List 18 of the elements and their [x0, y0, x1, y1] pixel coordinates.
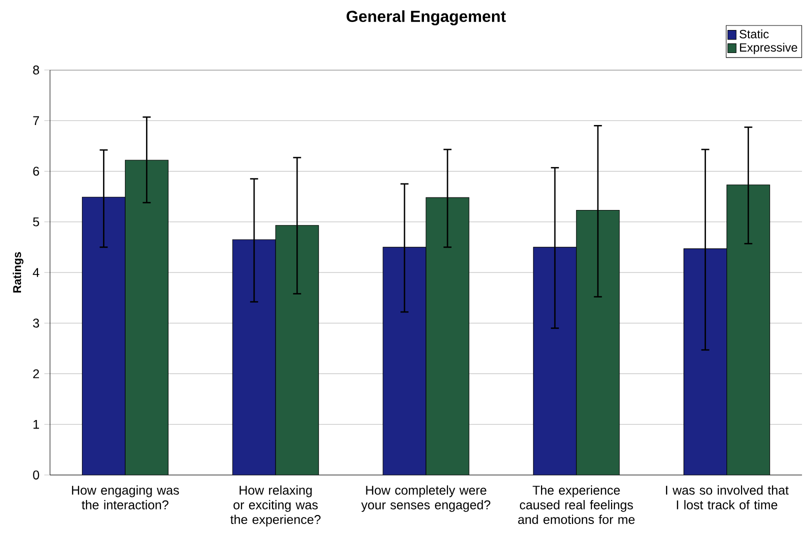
y-tick-label: 1	[34, 420, 39, 429]
y-tick-label: 0	[33, 470, 40, 480]
x-tick-label: How completely were your senses engaged?	[361, 485, 490, 512]
y-tick-label: 2	[33, 369, 39, 378]
x-tick-label: The experience caused real feelings and emotions for me	[518, 485, 635, 524]
x-tick-label: I was so involved that I lost track of time	[666, 485, 789, 510]
y-tick-label: 6	[33, 166, 40, 176]
y-tick-label: 3	[33, 318, 40, 328]
y-tick-label: 5	[33, 217, 40, 226]
y-axis-title: Ratings	[12, 252, 24, 293]
x-tick-label: How engaging was the interaction?	[72, 485, 179, 510]
y-tick-label: 8	[33, 66, 40, 74]
legend-label: Expressive	[740, 42, 798, 54]
chart-title: General Engagement	[346, 10, 506, 26]
legend-label: Static	[740, 30, 769, 38]
x-tick-label: How relaxing or exciting was the experience?	[230, 485, 321, 527]
y-tick-label: 7	[33, 116, 39, 125]
y-tick-label: 4	[32, 268, 40, 277]
